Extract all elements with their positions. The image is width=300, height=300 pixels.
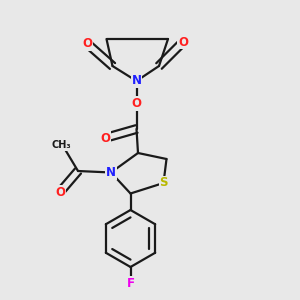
Text: N: N (106, 166, 116, 179)
Text: S: S (159, 176, 168, 190)
Text: O: O (131, 97, 142, 110)
Text: CH₃: CH₃ (52, 140, 71, 151)
Text: O: O (100, 131, 110, 145)
Text: O: O (178, 35, 188, 49)
Text: O: O (55, 185, 65, 199)
Text: N: N (131, 74, 142, 88)
Text: F: F (127, 277, 134, 290)
Text: O: O (82, 37, 92, 50)
